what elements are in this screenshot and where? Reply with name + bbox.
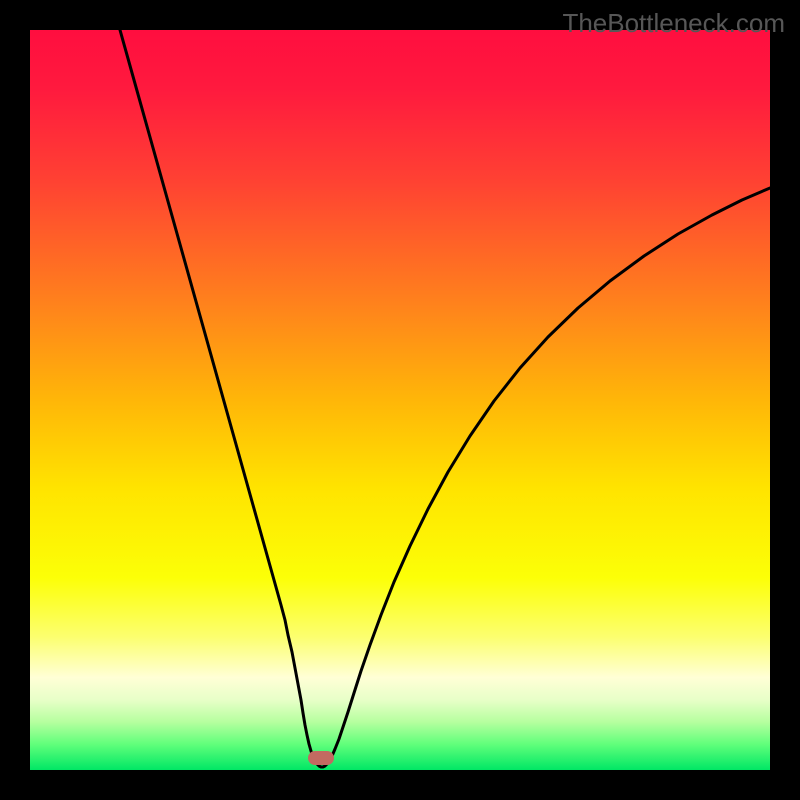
plot-area (30, 30, 770, 770)
bottleneck-curve (30, 30, 770, 770)
optimal-point-marker (308, 751, 334, 765)
watermark-text: TheBottleneck.com (562, 8, 785, 39)
chart-frame: TheBottleneck.com (0, 0, 800, 800)
